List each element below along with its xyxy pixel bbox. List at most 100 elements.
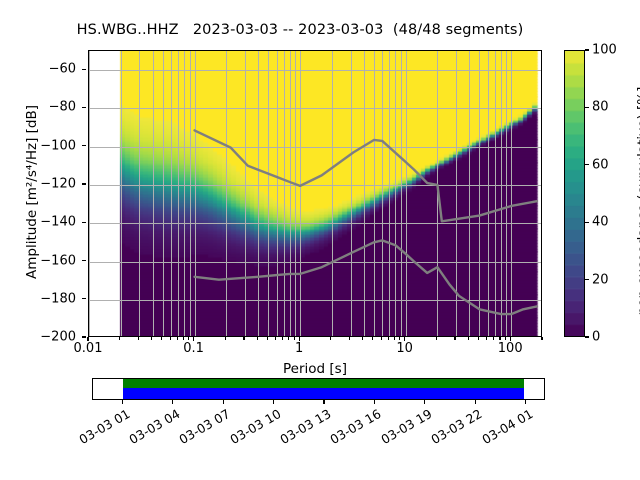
x-tick-mark: [509, 337, 511, 341]
gridline-vertical: [162, 51, 164, 336]
colorbar: [564, 50, 585, 337]
x-tick-label: 100: [497, 341, 523, 356]
y-tick-mark: [82, 183, 86, 185]
x-tick-label: 0.01: [73, 341, 103, 356]
gridline-vertical: [295, 51, 297, 336]
colorbar-gradient: [565, 51, 584, 336]
x-tick-mark: [87, 337, 89, 341]
gridline-vertical: [382, 51, 384, 336]
y-tick-label: −200: [40, 329, 76, 345]
noise-model-nhnm: [193, 129, 539, 223]
gridline-vertical: [276, 51, 278, 336]
gridline-vertical: [194, 51, 196, 336]
colorbar-tick-label: 100: [592, 42, 617, 58]
x-tick-mark-minor: [188, 337, 190, 340]
colorbar-label: non-exceedance (cumulative) [%]: [635, 86, 640, 316]
y-tick-label: −180: [40, 291, 76, 307]
x-tick-mark-minor: [224, 337, 226, 340]
timeline-tick-mark: [121, 400, 124, 404]
x-tick-mark-minor: [486, 337, 488, 340]
gridline-vertical: [152, 51, 154, 336]
y-tick-label: −100: [40, 138, 76, 154]
x-tick-mark-minor: [288, 337, 290, 340]
y-tick-mark: [82, 298, 86, 300]
x-tick-mark-minor: [119, 337, 121, 340]
plot-title: HS.WBG..HHZ 2023-03-03 -- 2023-03-03 (48…: [76, 22, 524, 38]
gridline-vertical: [331, 51, 333, 336]
gridline-vertical: [189, 51, 191, 336]
x-tick-label: 0.1: [183, 341, 204, 356]
x-tick-mark-minor: [348, 337, 351, 340]
ppsd-heatmap-canvas: [89, 51, 541, 336]
colorbar-tick-label: 40: [592, 214, 609, 230]
gridline-horizontal: [89, 299, 541, 301]
gridline-vertical: [244, 51, 246, 336]
gridline-vertical: [456, 51, 457, 336]
x-tick-mark-minor: [275, 337, 277, 340]
x-tick-mark-minor: [182, 337, 184, 340]
gridline-horizontal: [89, 184, 541, 186]
x-tick-mark-minor: [493, 337, 495, 340]
colorbar-tick-label: 60: [592, 157, 609, 173]
ppsd-main-axes[interactable]: [88, 50, 542, 337]
gridline-vertical: [487, 51, 489, 336]
gridline-horizontal: [89, 70, 541, 72]
gridline-vertical: [373, 51, 375, 336]
x-tick-mark-minor: [243, 337, 245, 340]
timeline-tick-mark: [474, 400, 476, 404]
gridline-vertical: [511, 51, 513, 336]
gridline-vertical: [494, 51, 496, 336]
timeline-coverage-axes[interactable]: [92, 378, 545, 400]
y-tick-mark: [82, 336, 86, 338]
noise-model-curves: [193, 129, 539, 316]
gridline-vertical: [350, 51, 352, 336]
x-tick-mark-minor: [169, 337, 171, 340]
gridline-vertical: [289, 51, 291, 336]
x-tick-mark-minor: [137, 337, 139, 340]
timeline-tick-mark: [222, 400, 224, 404]
x-tick-mark-minor: [541, 337, 543, 340]
gridline-vertical: [506, 51, 508, 336]
x-tick-mark-minor: [399, 337, 401, 340]
timeline-tick-mark: [273, 400, 275, 404]
x-tick-mark-minor: [362, 337, 364, 340]
x-tick-mark-minor: [293, 337, 295, 340]
gridline-vertical: [400, 51, 402, 336]
y-tick-label: −60: [48, 61, 76, 77]
colorbar-tick-mark: [585, 221, 589, 223]
noise-model-nlnm: [193, 239, 539, 316]
y-tick-label: −160: [40, 253, 76, 268]
x-tick-mark-minor: [504, 337, 506, 340]
timeline-gap-bar: [122, 388, 525, 399]
y-tick-mark: [82, 259, 86, 262]
gridline-horizontal: [89, 108, 541, 110]
gridline-vertical: [139, 51, 141, 336]
y-tick-label: −80: [48, 99, 76, 115]
gridline-vertical: [258, 51, 260, 336]
x-tick-mark-minor: [477, 337, 480, 340]
timeline-tick-mark: [373, 400, 375, 404]
gridline-vertical: [501, 51, 502, 336]
colorbar-tick-mark: [585, 49, 589, 51]
gridline-horizontal: [89, 146, 541, 148]
x-tick-label: 10: [396, 341, 413, 356]
gridline-vertical: [283, 51, 285, 336]
gridline-vertical: [268, 51, 270, 336]
y-tick-mark: [82, 106, 86, 109]
x-tick-mark-minor: [435, 337, 438, 340]
gridline-vertical: [479, 51, 481, 336]
gridline-vertical: [300, 51, 302, 336]
x-tick-label: 1: [294, 341, 304, 356]
y-tick-mark: [82, 145, 86, 147]
timeline-data-bar: [122, 379, 525, 388]
timeline-tick-mark: [424, 400, 426, 404]
x-tick-mark-minor: [499, 337, 501, 340]
x-tick-mark-minor: [387, 337, 389, 340]
x-tick-mark-minor: [454, 337, 456, 340]
y-tick-label: −120: [40, 176, 76, 192]
gridline-vertical: [395, 51, 397, 336]
gridline-vertical: [178, 51, 180, 336]
y-tick-mark: [82, 221, 86, 223]
gridline-vertical: [363, 51, 365, 336]
